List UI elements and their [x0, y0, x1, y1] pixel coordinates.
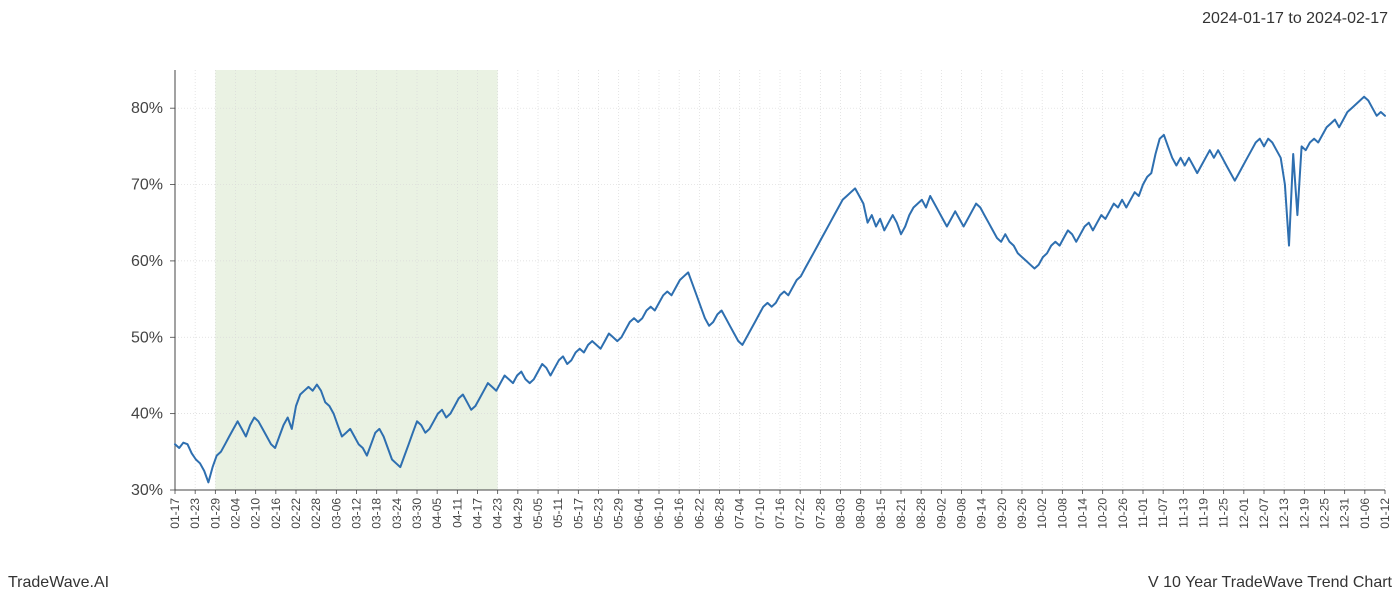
x-tick-label: 06-16 — [672, 498, 686, 529]
x-tick-label: 01-06 — [1358, 498, 1372, 529]
grid — [175, 70, 1385, 490]
x-tick-label: 05-11 — [551, 498, 565, 528]
y-tick-label: 60% — [131, 253, 163, 270]
x-tick-label: 03-24 — [390, 498, 404, 529]
chart-container: 30% 40% 50% 60% 70% 80% 01-17 01-23 01-29 02-04 02… — [0, 40, 1400, 560]
y-axis-labels: 30% 40% 50% 60% 70% 80% — [131, 100, 175, 499]
y-tick-label: 80% — [131, 100, 163, 117]
x-tick-label: 08-15 — [874, 498, 888, 529]
x-tick-label: 08-03 — [834, 498, 848, 529]
x-tick-label: 03-06 — [329, 498, 343, 529]
x-tick-label: 07-22 — [793, 498, 807, 529]
x-tick-label: 09-20 — [995, 498, 1009, 529]
date-range-label: 2024-01-17 to 2024-02-17 — [1202, 10, 1388, 28]
x-tick-label: 01-23 — [188, 498, 202, 529]
x-tick-label: 06-04 — [632, 498, 646, 529]
x-tick-label: 04-05 — [430, 498, 444, 529]
x-tick-label: 07-16 — [773, 498, 787, 529]
x-tick-label: 08-28 — [914, 498, 928, 529]
x-tick-label: 11-19 — [1197, 498, 1211, 528]
x-tick-label: 02-22 — [289, 498, 303, 529]
trend-chart: 30% 40% 50% 60% 70% 80% 01-17 01-23 01-29 02-04 02… — [0, 40, 1400, 560]
x-tick-label: 12-19 — [1297, 498, 1311, 529]
x-tick-label: 08-21 — [894, 498, 908, 529]
x-tick-label: 04-29 — [511, 498, 525, 529]
x-tick-label: 07-04 — [733, 498, 747, 529]
x-tick-label: 09-08 — [955, 498, 969, 529]
x-tick-label: 12-13 — [1277, 498, 1291, 529]
y-tick-label: 30% — [131, 482, 163, 499]
brand-label: TradeWave.AI — [8, 574, 109, 592]
x-tick-label: 10-20 — [1096, 498, 1110, 529]
y-tick-label: 50% — [131, 329, 163, 346]
x-tick-label: 12-07 — [1257, 498, 1271, 529]
x-tick-label: 02-16 — [269, 498, 283, 529]
x-tick-label: 09-14 — [975, 498, 989, 529]
x-tick-label: 11-07 — [1156, 498, 1170, 528]
x-tick-label: 02-10 — [249, 498, 263, 529]
x-tick-label: 05-17 — [571, 498, 585, 529]
x-tick-label: 05-29 — [612, 498, 626, 529]
x-tick-label: 02-28 — [309, 498, 323, 529]
x-tick-label: 07-28 — [813, 498, 827, 529]
y-tick-label: 70% — [131, 177, 163, 194]
chart-title-label: V 10 Year TradeWave Trend Chart — [1148, 574, 1392, 592]
x-tick-label: 09-02 — [934, 498, 948, 529]
x-tick-label: 05-23 — [592, 498, 606, 529]
x-tick-label: 12-25 — [1318, 498, 1332, 529]
x-tick-label: 12-01 — [1237, 498, 1251, 529]
x-tick-label: 10-26 — [1116, 498, 1130, 529]
x-tick-label: 06-28 — [713, 498, 727, 529]
x-tick-label: 01-17 — [168, 498, 182, 529]
x-axis-labels: 01-17 01-23 01-29 02-04 02-10 02-16 02-22 02-28… — [168, 490, 1392, 529]
x-tick-label: 03-30 — [410, 498, 424, 529]
x-tick-label: 11-25 — [1217, 498, 1231, 528]
x-tick-label: 03-18 — [370, 498, 384, 529]
x-tick-label: 01-12 — [1378, 498, 1392, 529]
x-tick-label: 10-02 — [1035, 498, 1049, 529]
x-tick-label: 01-29 — [208, 498, 222, 529]
x-tick-label: 11-01 — [1136, 498, 1150, 528]
x-tick-label: 10-08 — [1055, 498, 1069, 529]
x-tick-label: 04-11 — [450, 498, 464, 528]
x-tick-label: 09-26 — [1015, 498, 1029, 529]
x-tick-label: 08-09 — [854, 498, 868, 529]
x-tick-label: 12-31 — [1338, 498, 1352, 529]
x-tick-label: 04-17 — [471, 498, 485, 529]
x-tick-label: 04-23 — [491, 498, 505, 529]
x-tick-label: 10-14 — [1076, 498, 1090, 529]
x-tick-label: 06-22 — [692, 498, 706, 529]
x-tick-label: 11-13 — [1176, 498, 1190, 528]
x-tick-label: 02-04 — [229, 498, 243, 529]
x-tick-label: 05-05 — [531, 498, 545, 529]
y-tick-label: 40% — [131, 406, 163, 423]
x-tick-label: 06-10 — [652, 498, 666, 529]
x-tick-label: 07-10 — [753, 498, 767, 529]
x-tick-label: 03-12 — [350, 498, 364, 529]
